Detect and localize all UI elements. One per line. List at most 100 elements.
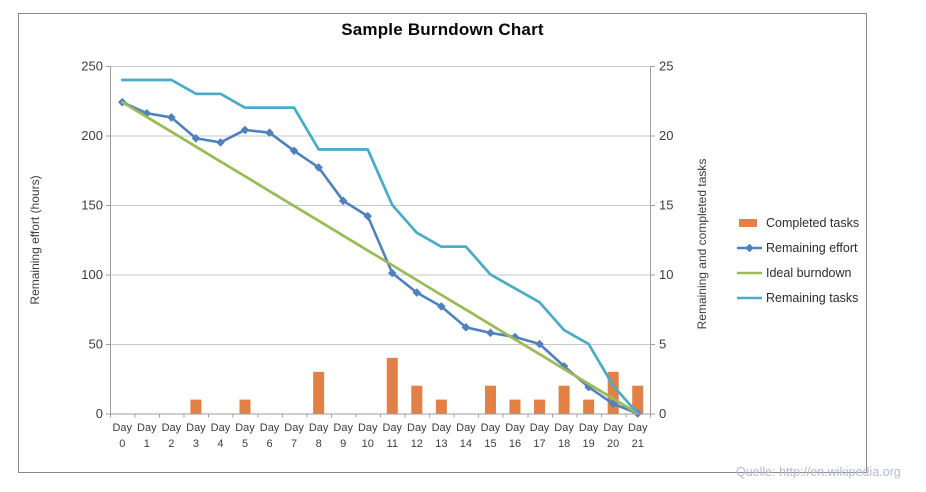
x-tick-label-number: 1 bbox=[144, 438, 150, 450]
x-tick-label-word: Day bbox=[603, 422, 623, 434]
x-tick-label-word: Day bbox=[554, 422, 574, 434]
x-tick-label-number: 15 bbox=[484, 438, 496, 450]
right-axis-tick-label: 25 bbox=[659, 59, 673, 74]
bar-day-17 bbox=[534, 399, 546, 414]
x-tick-label-number: 5 bbox=[242, 438, 248, 450]
x-tick-label-number: 6 bbox=[266, 438, 272, 450]
bar-day-5 bbox=[239, 399, 251, 414]
x-tick-label-word: Day bbox=[235, 422, 255, 434]
x-tick-label-word: Day bbox=[382, 422, 402, 434]
remaining-tasks-line-top bbox=[120, 78, 640, 415]
legend-swatch-remaining-tasks-line-icon bbox=[737, 291, 763, 305]
remaining-effort-marker bbox=[461, 323, 471, 332]
x-tick-label-word: Day bbox=[505, 422, 525, 434]
left-axis-tick-label: 250 bbox=[81, 59, 103, 74]
remaining-effort-marker bbox=[437, 302, 446, 311]
right-axis-tick-label: 0 bbox=[659, 406, 666, 421]
x-tick-label-number: 10 bbox=[362, 438, 374, 450]
legend-item-remaining-effort: Remaining effort bbox=[737, 235, 859, 260]
chart-frame bbox=[18, 13, 867, 473]
source-note: Quelle: http://en.wikipedia.org bbox=[736, 465, 901, 479]
legend-item-remaining-tasks: Remaining tasks bbox=[737, 285, 859, 310]
right-axis-tick-label: 5 bbox=[659, 337, 666, 352]
remaining-effort-marker bbox=[535, 339, 544, 349]
bar-day-15 bbox=[484, 385, 496, 414]
x-tick-label-number: 13 bbox=[435, 438, 447, 450]
remaining-effort-marker bbox=[510, 332, 520, 342]
x-tick-label-number: 19 bbox=[583, 438, 595, 450]
remaining-effort-marker bbox=[387, 268, 397, 278]
ideal-burndown-line-top bbox=[120, 100, 640, 415]
left-axis-tick-label: 200 bbox=[81, 128, 103, 143]
remaining-effort-marker bbox=[412, 288, 422, 297]
remaining-effort-marker bbox=[338, 196, 348, 206]
legend-item-completed-tasks: Completed tasks bbox=[737, 210, 859, 235]
bar-day-11 bbox=[386, 357, 398, 414]
x-tick-label-word: Day bbox=[481, 422, 501, 434]
bar-day-8 bbox=[313, 371, 325, 414]
left-axis-tick-label: 150 bbox=[81, 198, 103, 213]
remaining-effort-marker bbox=[584, 382, 593, 392]
legend-label-remaining-tasks: Remaining tasks bbox=[766, 290, 859, 305]
bar-day-18 bbox=[558, 385, 570, 414]
legend-label-ideal-burndown: Ideal burndown bbox=[766, 265, 852, 280]
x-tick-label-word: Day bbox=[211, 422, 231, 434]
x-tick-label-number: 11 bbox=[387, 438, 398, 450]
bar-day-16 bbox=[509, 399, 521, 414]
bar-day-12 bbox=[411, 385, 423, 414]
bar-day-19 bbox=[583, 399, 595, 414]
legend-item-ideal-burndown: Ideal burndown bbox=[737, 260, 859, 285]
legend: Completed tasks Remaining effort Ideal bu… bbox=[737, 210, 859, 310]
x-tick-label-word: Day bbox=[309, 422, 329, 434]
legend-swatch-remaining-effort-line-icon bbox=[737, 241, 763, 255]
x-tick-label-word: Day bbox=[407, 422, 427, 434]
x-tick-label-number: 16 bbox=[509, 438, 521, 450]
x-tick-label-word: Day bbox=[456, 422, 476, 434]
remaining-effort-marker bbox=[486, 328, 495, 338]
remaining-effort-marker bbox=[216, 138, 225, 147]
left-axis-tick-label: 100 bbox=[81, 267, 103, 282]
bar-day-13 bbox=[435, 399, 447, 414]
x-tick-label-word: Day bbox=[530, 422, 550, 434]
remaining-effort-marker bbox=[265, 128, 274, 138]
x-tick-label-number: 20 bbox=[607, 438, 619, 450]
x-tick-label-number: 7 bbox=[291, 438, 297, 450]
remaining-effort-marker bbox=[608, 399, 618, 409]
x-tick-label-word: Day bbox=[112, 422, 132, 434]
legend-swatch-ideal-burndown-line-icon bbox=[737, 266, 763, 280]
right-axis-tick-label: 15 bbox=[659, 198, 673, 213]
x-tick-label-number: 14 bbox=[460, 438, 472, 450]
remaining-effort-line bbox=[120, 100, 640, 415]
remaining-effort-marker bbox=[314, 163, 323, 172]
legend-swatch-completed-tasks-bar-icon bbox=[737, 216, 763, 230]
right-axis-tick-label: 10 bbox=[659, 267, 673, 282]
bar-day-20 bbox=[607, 371, 619, 414]
x-tick-label-word: Day bbox=[186, 422, 206, 434]
remaining-effort-marker bbox=[363, 211, 373, 221]
x-tick-label-word: Day bbox=[162, 422, 182, 434]
left-axis-tick-label: 50 bbox=[89, 337, 103, 352]
remaining-effort-marker bbox=[289, 146, 299, 156]
x-tick-label-word: Day bbox=[579, 422, 599, 434]
x-tick-label-number: 0 bbox=[119, 438, 125, 450]
x-tick-label-word: Day bbox=[333, 422, 353, 434]
x-tick-label-word: Day bbox=[358, 422, 378, 434]
x-tick-label-number: 3 bbox=[193, 438, 199, 450]
chart-title: Sample Burndown Chart bbox=[341, 20, 544, 39]
x-tick-label-number: 17 bbox=[533, 438, 545, 450]
x-tick-label-number: 9 bbox=[340, 438, 346, 450]
x-tick-label-number: 12 bbox=[411, 438, 423, 450]
x-tick-label-word: Day bbox=[284, 422, 304, 434]
x-tick-label-word: Day bbox=[137, 422, 157, 434]
remaining-effort-marker bbox=[240, 125, 250, 135]
left-axis-tick-label: 0 bbox=[96, 406, 103, 421]
remaining-effort-marker bbox=[191, 133, 201, 143]
x-tick-label-number: 8 bbox=[316, 438, 322, 450]
legend-label-completed-tasks: Completed tasks bbox=[766, 215, 860, 230]
x-tick-label-word: Day bbox=[628, 422, 648, 434]
x-tick-label-number: 4 bbox=[217, 438, 223, 450]
right-axis-tick-label: 20 bbox=[659, 128, 673, 143]
x-tick-label-number: 21 bbox=[632, 438, 644, 450]
bar-day-21 bbox=[632, 385, 644, 414]
